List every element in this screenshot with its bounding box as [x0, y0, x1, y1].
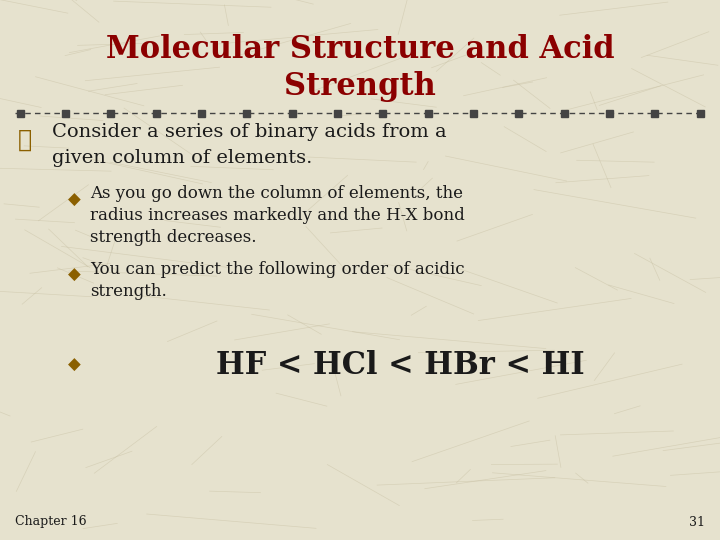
Bar — [470, 110, 477, 117]
Bar — [696, 110, 703, 117]
Text: strength decreases.: strength decreases. — [90, 230, 256, 246]
Bar — [379, 110, 386, 117]
Text: ◆: ◆ — [68, 192, 81, 208]
Text: ◆: ◆ — [68, 356, 81, 374]
Bar — [516, 110, 522, 117]
Bar — [334, 110, 341, 117]
Text: As you go down the column of elements, the: As you go down the column of elements, t… — [90, 186, 463, 202]
Text: HF < HCl < HBr < HI: HF < HCl < HBr < HI — [216, 349, 585, 381]
Bar — [62, 110, 69, 117]
Text: Consider a series of binary acids from a: Consider a series of binary acids from a — [52, 123, 446, 141]
Text: Molecular Structure and Acid: Molecular Structure and Acid — [106, 35, 614, 65]
Text: ◆: ◆ — [68, 267, 81, 284]
Text: You can predict the following order of acidic: You can predict the following order of a… — [90, 260, 464, 278]
Text: Chapter 16: Chapter 16 — [15, 516, 86, 529]
Bar — [107, 110, 114, 117]
Text: given column of elements.: given column of elements. — [52, 149, 312, 167]
Bar — [560, 110, 567, 117]
Bar — [17, 110, 24, 117]
Text: 31: 31 — [689, 516, 705, 529]
Bar — [651, 110, 658, 117]
Bar — [198, 110, 204, 117]
Text: ✶: ✶ — [18, 129, 32, 152]
Text: Strength: Strength — [284, 71, 436, 103]
Text: radius increases markedly and the H-X bond: radius increases markedly and the H-X bo… — [90, 207, 464, 225]
Bar — [425, 110, 431, 117]
Bar — [289, 110, 295, 117]
Bar — [153, 110, 160, 117]
Text: strength.: strength. — [90, 282, 167, 300]
Bar — [606, 110, 613, 117]
Bar — [243, 110, 250, 117]
